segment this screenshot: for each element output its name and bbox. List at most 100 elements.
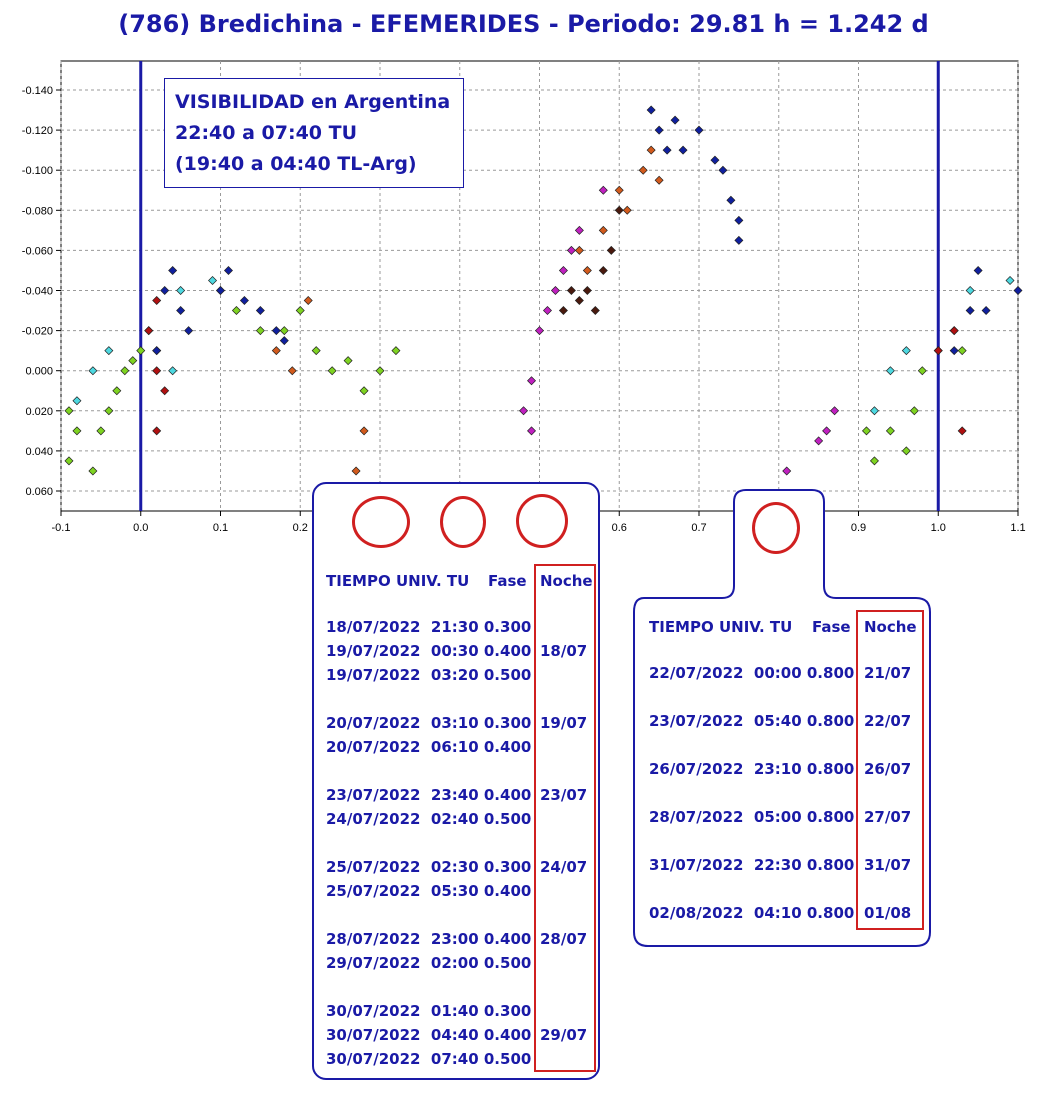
table-row: 02/08/2022 04:10 0.800 xyxy=(649,904,855,922)
header-noche: Noche xyxy=(540,572,593,590)
data-point xyxy=(734,215,744,225)
data-point xyxy=(391,346,401,356)
data-point xyxy=(662,145,672,155)
data-point xyxy=(582,265,592,275)
data-point xyxy=(638,165,648,175)
data-point xyxy=(327,366,337,376)
data-point xyxy=(527,426,537,436)
data-point xyxy=(351,466,361,476)
data-point xyxy=(88,366,98,376)
noche-cell: 18/07 xyxy=(540,642,588,660)
data-point xyxy=(582,286,592,295)
data-point xyxy=(614,205,624,215)
data-point xyxy=(152,426,162,436)
table-row: 30/07/2022 01:40 0.300 xyxy=(326,1002,532,1020)
data-point xyxy=(64,406,74,416)
data-point xyxy=(160,386,170,396)
y-tick-label: 0.000 xyxy=(25,366,53,378)
data-point xyxy=(901,446,911,456)
table-row: 19/07/2022 03:20 0.500 xyxy=(326,666,532,684)
y-tick-label: -0.080 xyxy=(22,205,53,217)
table-row: 30/07/2022 04:40 0.400 xyxy=(326,1026,532,1044)
data-point xyxy=(654,175,664,185)
table-row: 30/07/2022 07:40 0.500 xyxy=(326,1050,532,1068)
data-point xyxy=(973,265,983,275)
table-row: 29/07/2022 02:00 0.500 xyxy=(326,954,532,972)
data-point xyxy=(598,225,608,235)
x-tick-label: 0.6 xyxy=(612,522,627,534)
data-point xyxy=(72,396,82,406)
data-points xyxy=(64,105,1023,476)
data-point xyxy=(287,366,297,376)
data-point xyxy=(869,456,879,466)
data-point xyxy=(574,225,584,235)
data-point xyxy=(136,346,146,356)
data-point xyxy=(965,306,975,316)
y-tick-label: -0.040 xyxy=(22,286,53,298)
chart-title: (786) Bredichina - EFEMERIDES - Periodo:… xyxy=(118,10,929,38)
x-tick-label: -0.1 xyxy=(52,522,71,534)
data-point xyxy=(303,296,313,306)
x-tick-label: 0.0 xyxy=(133,522,148,534)
data-point xyxy=(184,326,194,336)
header-fase: Fase xyxy=(488,572,527,590)
data-point xyxy=(152,346,162,356)
x-tick-label: 0.1 xyxy=(213,522,228,534)
noche-cell: 01/08 xyxy=(864,904,912,922)
data-point xyxy=(814,436,824,446)
data-point xyxy=(72,426,82,436)
data-point xyxy=(885,426,895,436)
data-point xyxy=(654,125,664,135)
noche-cell: 21/07 xyxy=(864,664,912,682)
data-point xyxy=(271,346,281,356)
visibility-line-1: VISIBILIDAD en Argentina xyxy=(175,91,451,113)
noche-column-box-2 xyxy=(856,610,924,930)
data-point xyxy=(574,245,584,255)
noche-cell: 23/07 xyxy=(540,786,588,804)
data-point xyxy=(726,195,736,205)
x-tick-label: 1.1 xyxy=(1010,522,1025,534)
data-point xyxy=(694,125,704,135)
noche-cell: 26/07 xyxy=(864,760,912,778)
highlight-circle-0.3 xyxy=(352,496,410,548)
table-row: 20/07/2022 03:10 0.300 xyxy=(326,714,532,732)
y-tick-label: -0.060 xyxy=(22,245,53,257)
data-point xyxy=(104,406,114,416)
header-tiempo-2: TIEMPO UNIV. TU xyxy=(649,618,793,636)
y-tick-label: 0.020 xyxy=(25,406,53,418)
data-point xyxy=(734,235,744,245)
data-point xyxy=(160,286,170,295)
data-point xyxy=(144,326,154,336)
data-point xyxy=(861,426,871,436)
noche-column-box xyxy=(534,564,596,1072)
table-row: 28/07/2022 23:00 0.400 xyxy=(326,930,532,948)
data-point xyxy=(279,326,289,336)
data-point xyxy=(590,306,600,316)
data-point xyxy=(822,426,832,436)
data-point xyxy=(949,346,959,356)
y-tick-label: -0.100 xyxy=(22,165,53,177)
table-row: 22/07/2022 00:00 0.800 xyxy=(649,664,855,682)
data-point xyxy=(208,275,218,285)
data-point xyxy=(216,286,225,295)
data-point xyxy=(566,245,576,255)
data-point xyxy=(128,356,138,366)
data-point xyxy=(152,296,162,306)
data-point xyxy=(678,145,688,155)
data-point xyxy=(176,306,186,316)
data-point xyxy=(957,426,967,436)
noche-cell: 22/07 xyxy=(864,712,912,730)
ephemeris-table-2: TIEMPO UNIV. TU Fase Noche 22/07/2022 00… xyxy=(630,486,936,952)
x-tick-label: 1.0 xyxy=(931,522,946,534)
data-point xyxy=(965,286,975,295)
data-point xyxy=(885,366,895,376)
data-point xyxy=(542,306,552,316)
highlight-circle-0.4 xyxy=(440,496,486,548)
highlight-circle-0.5 xyxy=(516,494,568,548)
table-row: 26/07/2022 23:10 0.800 xyxy=(649,760,855,778)
data-point xyxy=(223,265,233,275)
data-point xyxy=(343,356,353,366)
noche-cell: 24/07 xyxy=(540,858,588,876)
highlight-circle-0.8 xyxy=(752,502,800,554)
data-point xyxy=(176,286,186,295)
